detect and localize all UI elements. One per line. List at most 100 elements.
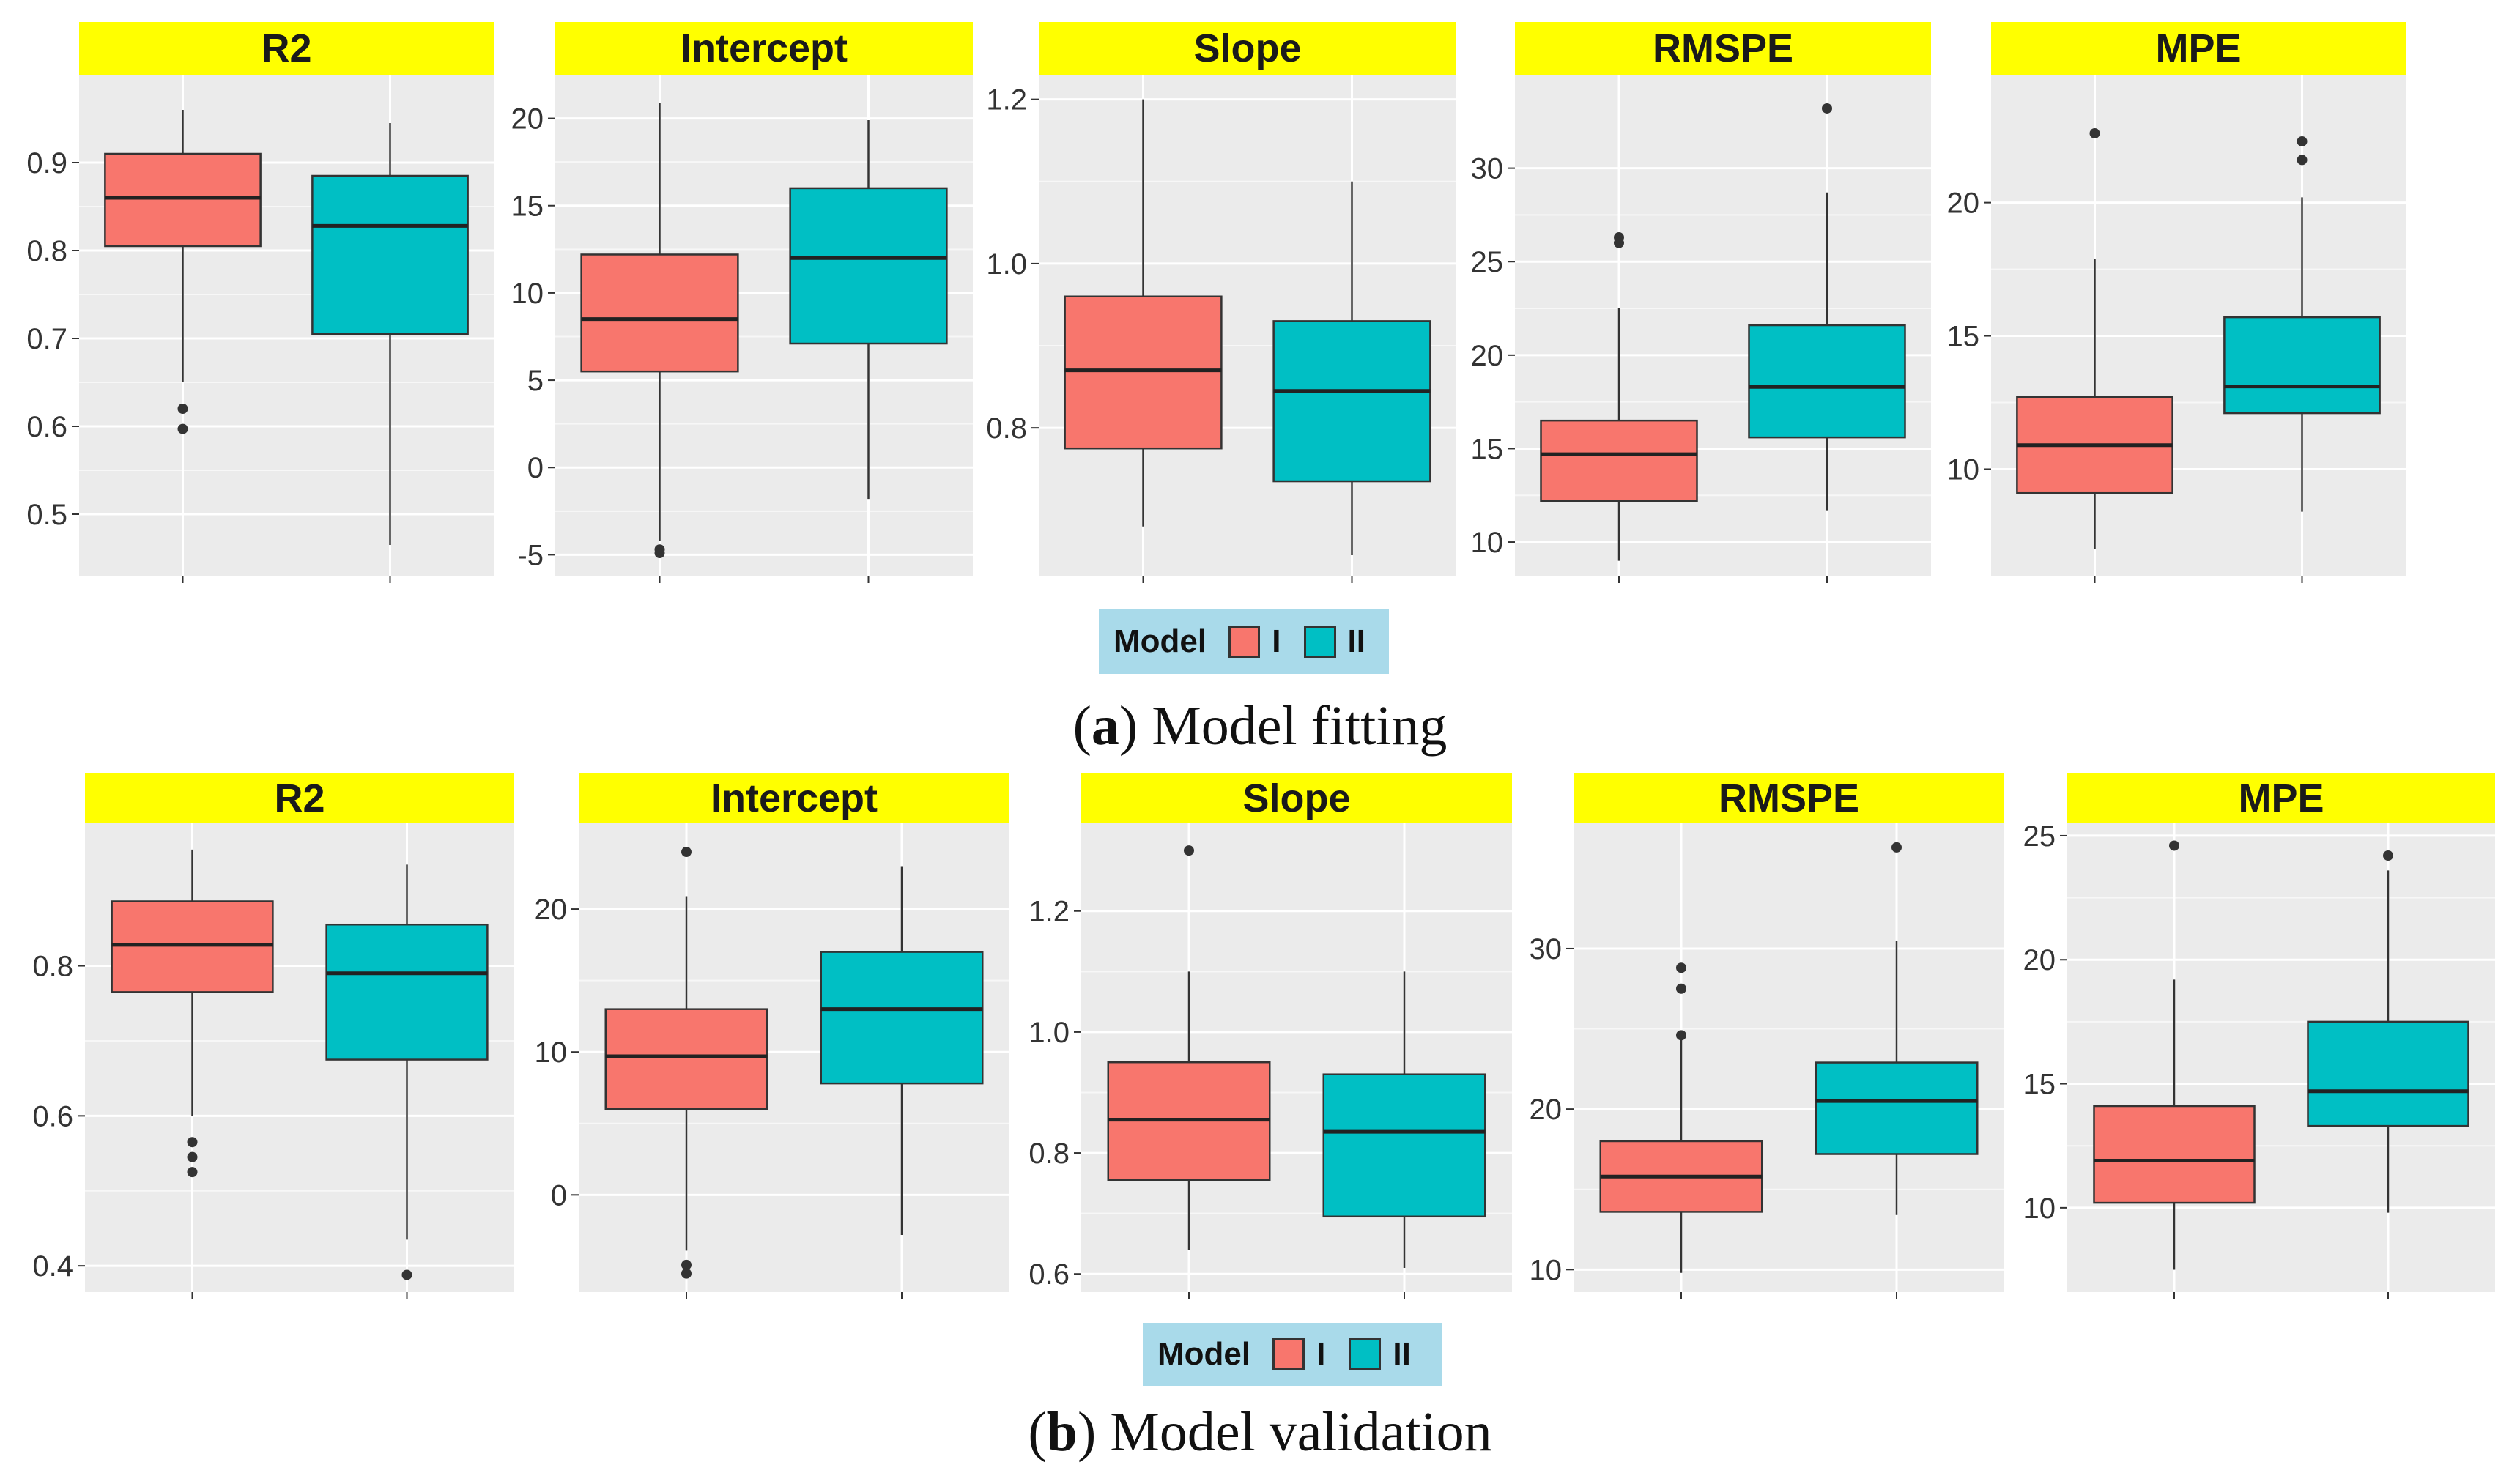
panel-a-r2-ytick-label: 0.9 <box>26 147 67 179</box>
strip-b-mpe: MPE <box>2067 773 2495 823</box>
panel-b-slope-ytick-label: 1.2 <box>1029 896 1070 928</box>
panel-b-r2-model-I-box <box>111 900 274 993</box>
panel-b-slope-ytick-label: 0.6 <box>1029 1258 1070 1291</box>
panel-a-rmspe-model-II-outlier <box>1822 103 1832 114</box>
panel-a-r2-model-I-box <box>104 152 262 248</box>
panel-a-mpe-ytick-label: 15 <box>1947 321 1980 353</box>
panel-b-rmspe-ytick-label: 30 <box>1530 933 1563 965</box>
panel-a-intercept-ytick-label: 0 <box>527 452 544 484</box>
panel-a-mpe-model-II-outlier <box>2297 155 2308 166</box>
panel-a-mpe-model-II-box <box>2223 316 2381 415</box>
panel-b-rmspe-ytick-label: 20 <box>1530 1094 1563 1126</box>
panel-b-slope-model-II-box <box>1322 1073 1486 1218</box>
strip-label: Intercept <box>710 776 878 820</box>
panel-b-r2-model-II-outlier <box>401 1269 412 1280</box>
strip-b-intercept: Intercept <box>579 773 1009 823</box>
panel-a-mpe-ytick-label: 10 <box>1947 453 1980 486</box>
panel-a-r2-model-I-outlier <box>177 423 188 434</box>
panel-a-rmspe-ytick-label: 25 <box>1471 246 1504 278</box>
panel-b-r2-model-II-box <box>325 923 489 1061</box>
panel-b-r2-model-I-outlier <box>187 1137 198 1148</box>
panel-a-rmspe-ytick-label: 10 <box>1471 527 1504 559</box>
panel-b-mpe-model-I-box <box>2093 1105 2256 1204</box>
legend-key-II <box>1349 1338 1382 1370</box>
panel-a-r2-ytick-label: 0.8 <box>26 235 67 267</box>
panel-a-rmspe-model-I-outlier <box>1614 237 1624 248</box>
strip-a-slope: Slope <box>1039 22 1456 75</box>
panel-b-rmspe-ytick-label: 10 <box>1530 1254 1563 1286</box>
panel-b-intercept-model-I-outlier <box>681 1259 692 1270</box>
strip-label: Intercept <box>680 26 848 70</box>
panel-b-rmspe-model-I-outlier <box>1676 1030 1686 1041</box>
panel-a-intercept-model-I-box <box>580 253 739 373</box>
panel-b-slope-ytick-label: 1.0 <box>1029 1017 1070 1049</box>
panel-b-intercept-model-I-box <box>604 1008 768 1110</box>
strip-label: RMSPE <box>1718 776 1860 820</box>
caption-a-text: Model fitting <box>1152 695 1448 757</box>
panel-b-mpe-ytick-label: 20 <box>2023 944 2056 976</box>
panel-a-rmspe-model-I-box <box>1540 419 1698 502</box>
caption-b-letter: b <box>1046 1401 1078 1463</box>
panel-b-intercept-ytick-label: 20 <box>535 894 568 926</box>
panel-a-r2-ytick-label: 0.7 <box>26 323 67 355</box>
panel-a-intercept-ytick-label: 10 <box>511 278 544 310</box>
legend-key-I <box>1228 626 1261 658</box>
panel-a-intercept-model-I-outlier <box>654 548 665 559</box>
legend-title: Model <box>1157 1336 1251 1372</box>
panel-a-r2-ytick-label: 0.6 <box>26 411 67 443</box>
panel-a-intercept-ytick-label: 15 <box>511 190 544 223</box>
caption-b: (b) Model validation <box>1028 1401 1492 1463</box>
legend-title: Model <box>1113 623 1207 659</box>
panel-b-intercept-model-I-outlier <box>681 847 692 858</box>
strip-label: Slope <box>1193 26 1302 70</box>
panel-a-intercept-ytick-label: -5 <box>517 539 544 571</box>
panel-b-rmspe-model-I-outlier <box>1676 983 1686 994</box>
panel-a-slope-model-I-box <box>1064 295 1223 450</box>
panel-a-intercept-model-II-box <box>789 187 948 345</box>
legend-label-I: I <box>1272 623 1281 659</box>
legend-label-II: II <box>1347 623 1365 659</box>
panel-a-mpe-model-II-outlier <box>2297 136 2308 146</box>
strip-b-r2: R2 <box>85 773 514 823</box>
panel-a-slope-ytick-label: 0.8 <box>986 412 1027 445</box>
panel-a-mpe-ytick-label: 20 <box>1947 188 1980 220</box>
strip-b-slope: Slope <box>1081 773 1512 823</box>
panel-b-rmspe-background <box>1574 823 2004 1292</box>
legend-label-I: I <box>1316 1336 1326 1372</box>
strip-a-intercept: Intercept <box>555 22 973 75</box>
panel-b-mpe-ytick-label: 15 <box>2023 1069 2056 1101</box>
panel-a-intercept-ytick-label: 5 <box>527 365 544 397</box>
panel-b-mpe-model-I-outlier <box>2169 840 2179 851</box>
panel-b-intercept-ytick-label: 0 <box>551 1179 567 1212</box>
panel-b-rmspe-model-II-outlier <box>1891 842 1902 853</box>
strip-label: Slope <box>1242 776 1351 820</box>
panel-b-r2-model-I-outlier <box>187 1167 198 1178</box>
panel-b-intercept-model-II-box <box>820 951 984 1085</box>
panel-b-mpe-ytick-label: 10 <box>2023 1192 2056 1225</box>
panel-b-r2-ytick-label: 0.8 <box>32 951 73 983</box>
legend-label-II: II <box>1393 1336 1411 1372</box>
strip-label: MPE <box>2238 776 2324 820</box>
panel-b-rmspe-model-I-outlier <box>1676 962 1686 973</box>
panel-b-r2-ytick-label: 0.6 <box>32 1100 73 1132</box>
panel-a-intercept-ytick-label: 20 <box>511 103 544 136</box>
panel-b-slope-model-I-outlier <box>1184 845 1194 856</box>
strip-label: MPE <box>2155 26 2242 70</box>
panel-a-slope-model-II-box <box>1272 320 1431 483</box>
panel-a-mpe-model-I-outlier <box>2089 128 2100 139</box>
legend-key-I <box>1272 1338 1305 1370</box>
panel-a-rmspe-model-II-box <box>1748 324 1906 439</box>
panel-a-r2-model-I-outlier <box>177 404 188 414</box>
panel-b-mpe-ytick-label: 25 <box>2023 820 2056 853</box>
panel-b-intercept-ytick-label: 10 <box>535 1036 568 1069</box>
panel-b-mpe-model-II-outlier <box>2383 850 2393 861</box>
panel-a-rmspe-ytick-label: 20 <box>1471 340 1504 372</box>
panel-a-r2-ytick-label: 0.5 <box>26 499 67 531</box>
panel-a-slope-ytick-label: 1.0 <box>986 248 1027 281</box>
caption-a-letter: a <box>1091 695 1119 757</box>
legend-key-II <box>1304 626 1336 658</box>
panel-a-rmspe-ytick-label: 30 <box>1471 153 1504 185</box>
panel-b-mpe-model-II-box <box>2307 1020 2469 1127</box>
panel-a-rmspe-ytick-label: 15 <box>1471 433 1504 465</box>
